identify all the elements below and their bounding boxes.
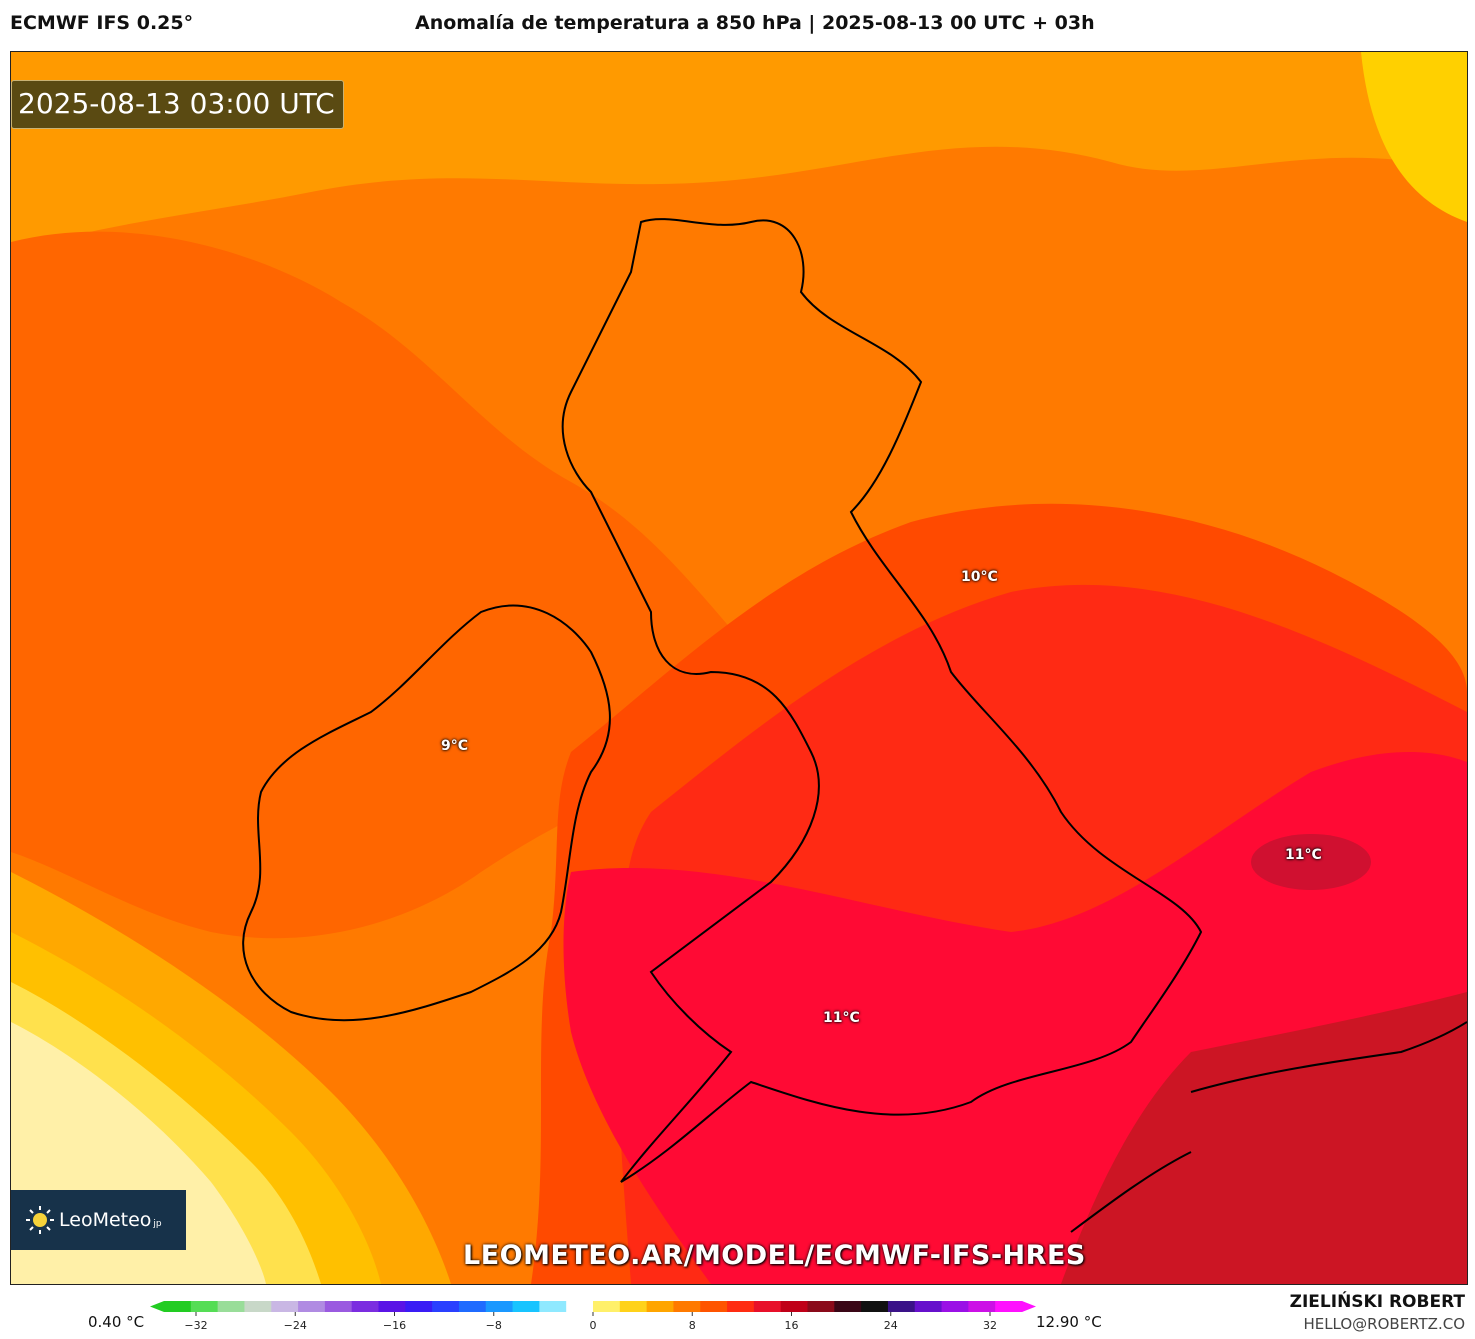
colorbar-segment [298, 1301, 326, 1312]
colorbar-segment [512, 1301, 540, 1312]
colorbar-segment [190, 1301, 219, 1312]
colorbar-segment [539, 1301, 567, 1312]
sun-icon [26, 1206, 54, 1234]
colorbar-tick-label: −32 [184, 1319, 207, 1332]
colorbar-segment [244, 1301, 272, 1312]
map-title: Anomalía de temperatura a 850 hPa | 2025… [415, 12, 1095, 34]
colorbar-segment [780, 1301, 808, 1312]
colorbar-segment [378, 1301, 406, 1312]
colorbar-segment [271, 1301, 299, 1312]
colorbar-segment [727, 1301, 755, 1312]
colorbar-tick-label: −24 [284, 1319, 307, 1332]
colorbar-segment [458, 1301, 487, 1312]
colorbar-segment [673, 1301, 701, 1312]
colorbar-tick-label: −8 [486, 1319, 502, 1332]
colorbar-segment [485, 1301, 514, 1312]
author-email[interactable]: HELLO@ROBERTZ.CO [1303, 1315, 1465, 1333]
colorbar-segment [432, 1301, 460, 1312]
colorbar-tick-label: 16 [785, 1319, 799, 1332]
colorbar: 0.40 °C −32 −24 −16 −8 0 8 16 24 32 12.90 °C [0, 1290, 1475, 1339]
colorbar-segment [807, 1301, 835, 1312]
colorbar-segment [834, 1301, 862, 1312]
colorbar-segment [861, 1301, 889, 1312]
colorbar-segment [914, 1301, 943, 1312]
colorbar-segment [646, 1301, 674, 1312]
leometeo-logo[interactable]: LeoMeteo jp [11, 1190, 186, 1250]
colorbar-segment [566, 1301, 594, 1312]
colorbar-segment [324, 1301, 353, 1312]
colorbar-segment [887, 1301, 916, 1312]
watermark-url: LEOMETEO.AR/MODEL/ECMWF-IFS-HRES [463, 1240, 1086, 1271]
colorbar-segment [405, 1301, 433, 1312]
colorbar-max-label: 12.90 °C [1036, 1313, 1102, 1331]
colorbar-segment [217, 1301, 245, 1312]
colorbar-left-arrow [150, 1301, 164, 1312]
contour-label: 11°C [1285, 847, 1322, 863]
colorbar-segment [700, 1301, 728, 1312]
colorbar-scale: −32 −24 −16 −8 0 8 16 24 32 [150, 1301, 1036, 1332]
colorbar-segment [941, 1301, 969, 1312]
colorbar-tick-label: 32 [983, 1319, 997, 1332]
colorbar-tick-label: 0 [590, 1319, 597, 1332]
map-area[interactable]: 2025-08-13 03:00 UTC 10°C 9°C 11°C 11°C … [10, 51, 1468, 1285]
contour-label: 9°C [441, 738, 469, 754]
colorbar-segment [619, 1301, 648, 1312]
colorbar-tick-label: −16 [383, 1319, 406, 1332]
colorbar-tick-label: 8 [689, 1319, 696, 1332]
contour-label: 11°C [823, 1010, 860, 1026]
colorbar-segment [593, 1301, 621, 1312]
logo-suffix: jp [153, 1219, 162, 1229]
colorbar-segment [753, 1301, 782, 1312]
author-name: ZIELIŃSKI ROBERT [1289, 1292, 1465, 1312]
timestamp-badge: 2025-08-13 03:00 UTC [11, 80, 344, 129]
colorbar-segment [164, 1301, 192, 1312]
colorbar-right-arrow [1022, 1301, 1036, 1312]
temperature-anomaly-field [11, 52, 1467, 1284]
contour-label: 10°C [961, 569, 998, 585]
colorbar-segment [968, 1301, 996, 1312]
colorbar-tick-label: 24 [884, 1319, 898, 1332]
colorbar-min-label: 0.40 °C [88, 1313, 145, 1331]
logo-text: LeoMeteo [59, 1209, 152, 1231]
colorbar-segment [351, 1301, 379, 1312]
colorbar-segment [995, 1301, 1023, 1312]
model-title: ECMWF IFS 0.25° [10, 12, 194, 34]
